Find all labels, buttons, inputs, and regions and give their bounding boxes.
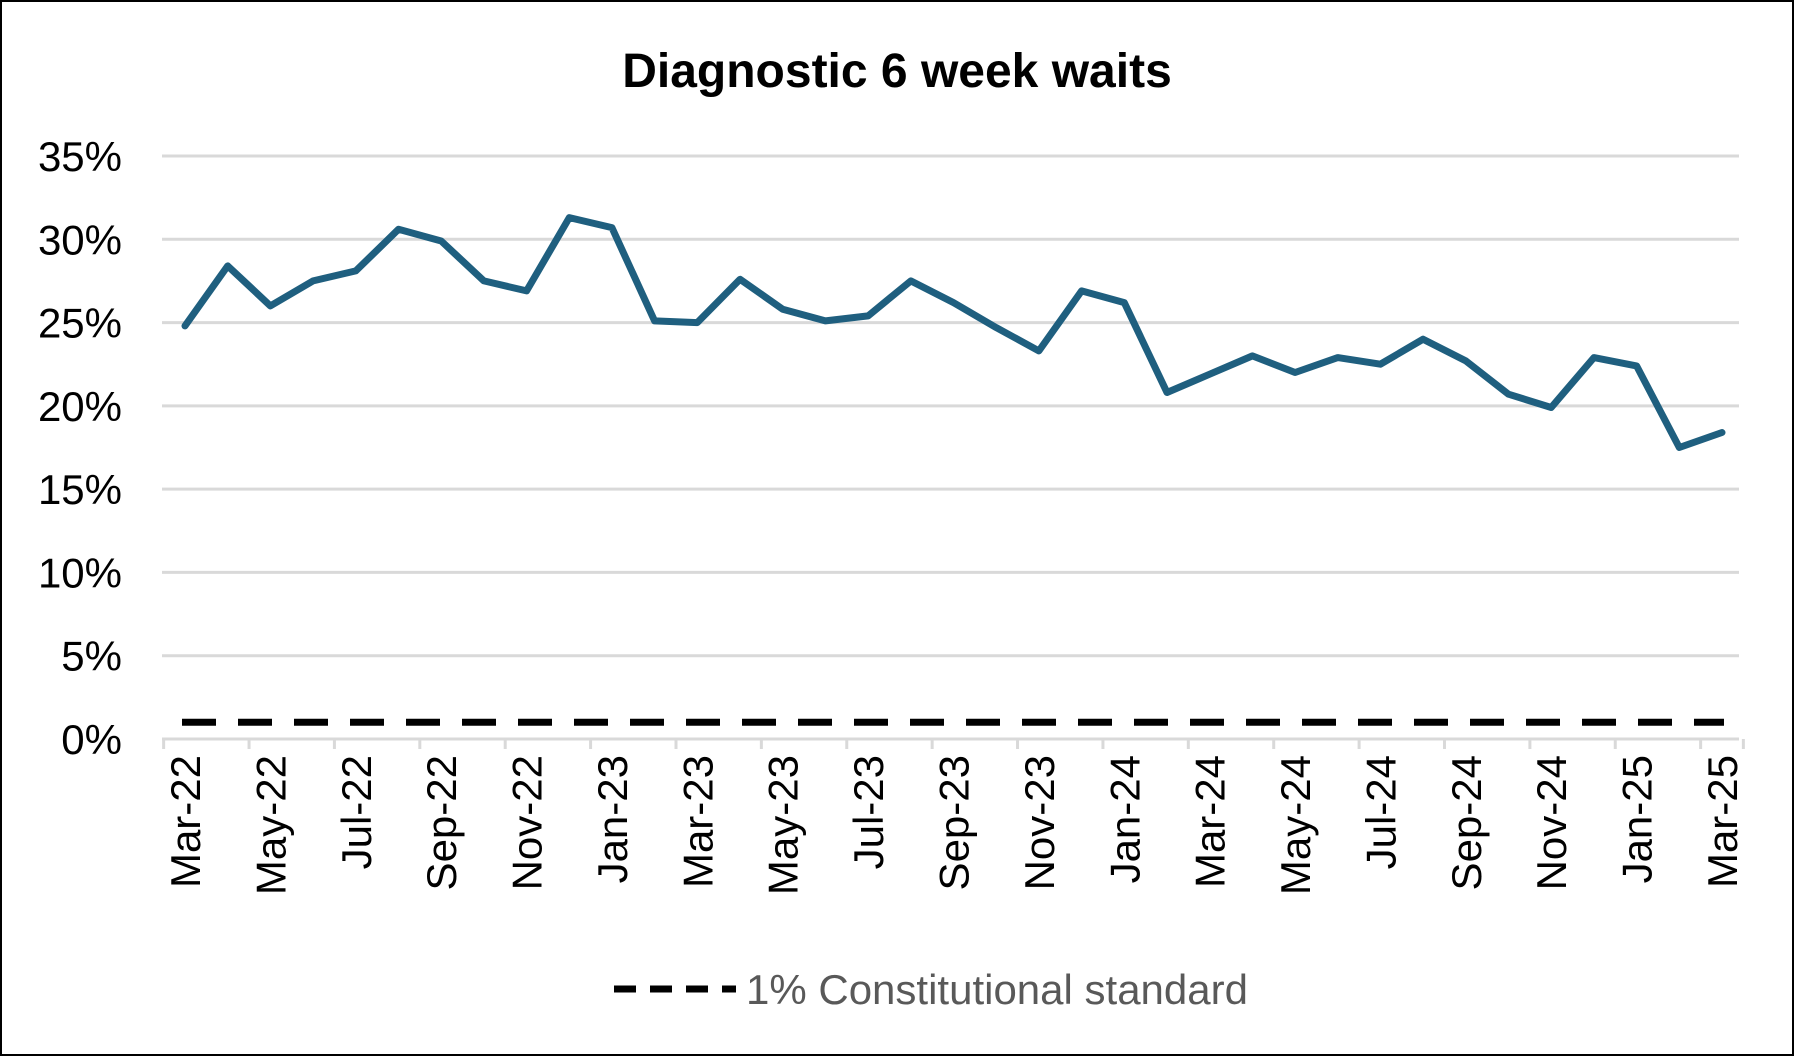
x-tick-label: Nov-24: [1528, 755, 1575, 890]
x-tick-label: Jul-24: [1357, 755, 1404, 869]
legend: 1% Constitutional standard: [614, 966, 1248, 1013]
y-tick-label: 15%: [38, 466, 122, 513]
x-tick-label: Mar-23: [674, 755, 721, 888]
x-axis: [162, 737, 1745, 749]
x-tick-label: Jul-22: [333, 755, 380, 869]
y-tick-label: 0%: [61, 716, 122, 763]
x-tick-label: Mar-25: [1699, 755, 1746, 888]
y-tick-label: 20%: [38, 383, 122, 430]
x-tick-label: Nov-23: [1016, 755, 1063, 890]
y-tick-label: 10%: [38, 549, 122, 596]
x-tick-label: Jan-23: [589, 755, 636, 883]
x-tick-label: Nov-22: [504, 755, 551, 890]
x-tick-label: Jan-25: [1614, 755, 1661, 883]
x-tick-label: May-22: [247, 755, 294, 895]
x-tick-label: Sep-24: [1443, 755, 1490, 890]
x-tick-label: May-23: [760, 755, 807, 895]
x-tick-label: Mar-24: [1187, 755, 1234, 888]
x-tick-label: Mar-22: [162, 755, 209, 888]
y-axis-ticks: 0% 5% 10% 15% 20% 25% 30% 35%: [38, 133, 122, 763]
series-lines: [181, 214, 1726, 726]
x-tick-label: Jan-24: [1101, 755, 1148, 883]
y-tick-label: 35%: [38, 133, 122, 180]
x-tick-label: Sep-22: [418, 755, 465, 890]
y-tick-label: 30%: [38, 216, 122, 263]
legend-label-constitutional-standard: 1% Constitutional standard: [746, 966, 1248, 1013]
y-tick-label: 5%: [61, 633, 122, 680]
x-tick-label: Jul-23: [845, 755, 892, 869]
y-tick-label: 25%: [38, 300, 122, 347]
chart-title: Diagnostic 6 week waits: [622, 45, 1172, 98]
x-axis-ticks: Mar-22 May-22 Jul-22 Sep-22 Nov-22 Jan-23 Mar-…: [162, 755, 1746, 895]
x-tick-label: Sep-23: [931, 755, 978, 890]
x-tick-label: May-24: [1272, 755, 1319, 895]
series-line-diagnostic-waits: [181, 214, 1726, 451]
